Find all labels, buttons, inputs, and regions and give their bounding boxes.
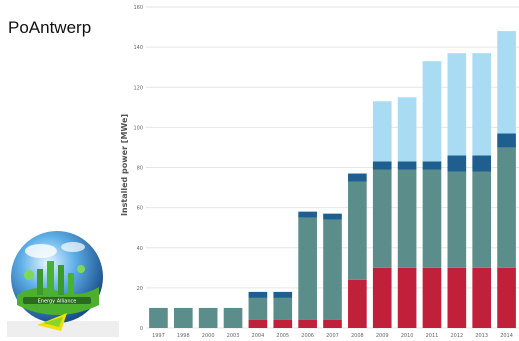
x-tick-label: 2003 — [227, 333, 240, 339]
installed-power-chart: 0 20 40 60 80 100 120 140 160 1997 1998 2000 2003 20… — [120, 5, 519, 339]
bar-segment-2014-s3 — [497, 133, 516, 148]
bar-segment-2014-s4 — [497, 31, 516, 134]
y-tick-label: 140 — [133, 45, 143, 51]
bar-segment-2008-s1 — [348, 279, 367, 328]
bar-segment-1998-s2 — [173, 307, 193, 328]
bar-segment-2006-s1 — [298, 319, 317, 328]
bar-segment-2013-s4 — [472, 53, 492, 156]
x-tick-labels: 1997 1998 2000 2003 2004 2005 2006 2007 2008 2009… — [152, 333, 513, 339]
bar-segment-2012-s2 — [447, 171, 467, 268]
bar-segment-2006-s3 — [298, 211, 317, 218]
x-tick-label: 1998 — [177, 333, 190, 339]
bar-segment-2005-s3 — [273, 291, 293, 298]
bar-segment-2005-s1 — [273, 319, 293, 328]
x-tick-label: 2009 — [376, 333, 389, 339]
y-tick-label: 60 — [137, 206, 143, 212]
bars — [149, 31, 516, 328]
bar-segment-2010-s4 — [397, 97, 417, 162]
page-caption: PoAntwerp — [8, 18, 92, 37]
x-tick-label: 2011 — [426, 333, 439, 339]
bar-segment-2011-s4 — [422, 61, 442, 162]
bar-segment-2009-s4 — [372, 101, 392, 162]
bar-segment-2006-s2 — [298, 217, 317, 320]
x-tick-label: 2012 — [450, 333, 463, 339]
y-tick-label: 100 — [133, 125, 143, 131]
x-tick-label: 2005 — [276, 333, 289, 339]
x-tick-label: 2000 — [202, 333, 215, 339]
bar-segment-2013-s2 — [472, 171, 492, 268]
x-tick-label: 2007 — [326, 333, 339, 339]
x-tick-label: 1997 — [152, 333, 165, 339]
bar-segment-2012-s4 — [447, 53, 467, 156]
bar-segment-2011-s2 — [422, 169, 442, 268]
bar-segment-1997-s2 — [149, 307, 168, 328]
bar-segment-2000-s2 — [198, 307, 218, 328]
bar-segment-2008-s3 — [348, 173, 367, 182]
bar-segment-2013-s3 — [472, 155, 492, 172]
bar-segment-2007-s3 — [323, 213, 342, 220]
y-tick-label: 160 — [133, 5, 143, 11]
bar-segment-2010-s3 — [397, 161, 417, 170]
x-tick-label: 2010 — [401, 333, 414, 339]
bar-segment-2009-s2 — [372, 169, 392, 268]
bar-segment-2007-s2 — [323, 219, 342, 320]
bar-segment-2005-s2 — [273, 297, 293, 320]
bar-segment-2004-s2 — [248, 297, 268, 320]
x-tick-label: 2006 — [301, 333, 314, 339]
bar-segment-2008-s2 — [348, 181, 367, 280]
y-tick-label: 0 — [140, 326, 143, 332]
bar-segment-2014-s1 — [497, 267, 516, 328]
bar-segment-2003-s2 — [223, 307, 243, 328]
bar-segment-2010-s1 — [397, 267, 417, 328]
bar-segment-2011-s3 — [422, 161, 442, 170]
y-tick-label: 20 — [137, 286, 143, 292]
bar-segment-2012-s3 — [447, 155, 467, 172]
logo-label: Energy Alliance — [38, 299, 77, 305]
y-tick-label: 40 — [137, 246, 143, 252]
y-tick-label: 120 — [133, 85, 143, 91]
bar-segment-2009-s1 — [372, 267, 392, 328]
bar-segment-2004-s3 — [248, 291, 268, 298]
bar-segment-2007-s1 — [323, 319, 342, 328]
bar-segment-2012-s1 — [447, 267, 467, 328]
y-axis-label: Installed power [MWe] — [120, 114, 129, 216]
y-tick-label: 80 — [137, 166, 143, 172]
x-tick-label: 2004 — [252, 333, 265, 339]
energy-globe-logo: Energy Alliance — [7, 231, 119, 337]
bar-segment-2010-s2 — [397, 169, 417, 268]
bar-segment-2013-s1 — [472, 267, 492, 328]
bar-segment-2014-s2 — [497, 147, 516, 268]
bar-segment-2009-s3 — [372, 161, 392, 170]
x-tick-label: 2014 — [500, 333, 513, 339]
y-tick-labels: 0 20 40 60 80 100 120 140 160 — [133, 5, 143, 332]
x-tick-label: 2013 — [475, 333, 488, 339]
bar-segment-2011-s1 — [422, 267, 442, 328]
bar-segment-2004-s1 — [248, 319, 268, 328]
x-tick-label: 2008 — [351, 333, 364, 339]
